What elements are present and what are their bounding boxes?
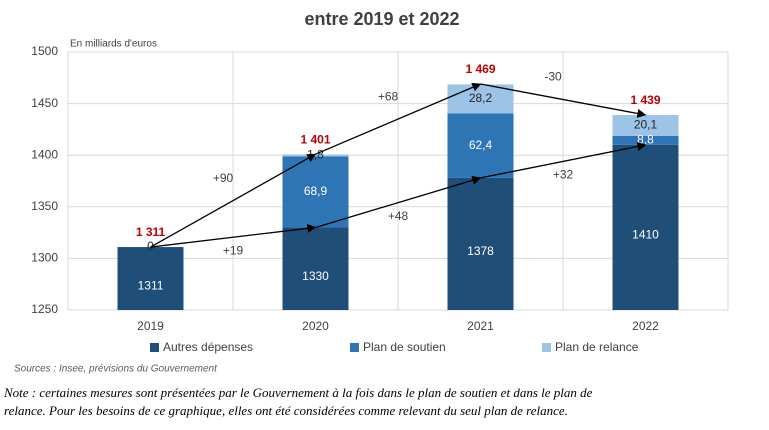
data-label: 1311 bbox=[138, 279, 164, 293]
note-line: Note : certaines mesures sont présentées… bbox=[3, 385, 593, 400]
bar-segment bbox=[447, 177, 514, 310]
y-tick-label: 1400 bbox=[31, 147, 58, 161]
y-tick-label: 1500 bbox=[31, 44, 58, 58]
legend-label: Plan de soutien bbox=[363, 340, 446, 354]
x-tick-label: 2019 bbox=[137, 319, 164, 333]
data-label: 62,4 bbox=[469, 138, 493, 152]
legend-swatch bbox=[150, 343, 159, 352]
y-tick-label: 1350 bbox=[31, 199, 58, 213]
x-tick-label: 2021 bbox=[467, 319, 494, 333]
legend-label: Autres dépenses bbox=[163, 340, 253, 354]
bar-segment bbox=[282, 227, 349, 310]
y-axis-label: En milliards d'euros bbox=[70, 39, 157, 50]
note-line: relance. Pour les besoins de ce graphiqu… bbox=[4, 403, 568, 418]
x-tick-label: 2022 bbox=[632, 319, 659, 333]
y-tick-label: 1250 bbox=[31, 302, 58, 316]
change-label: +48 bbox=[388, 209, 409, 223]
data-label: 1378 bbox=[467, 244, 494, 258]
bar-segment bbox=[612, 144, 679, 310]
data-label: 20,1 bbox=[634, 118, 658, 132]
data-label: 8,8 bbox=[637, 133, 654, 147]
chart-title: entre 2019 et 2022 bbox=[304, 9, 459, 29]
change-arrow bbox=[150, 153, 317, 248]
change-label: +32 bbox=[553, 168, 574, 182]
change-label: +68 bbox=[378, 89, 399, 103]
data-label: 68,9 bbox=[304, 184, 328, 198]
change-label: +19 bbox=[223, 243, 244, 257]
source: Sources : Insee, prévisions du Gouvernem… bbox=[14, 364, 218, 375]
y-tick-label: 1300 bbox=[31, 251, 58, 265]
legend-swatch bbox=[350, 343, 359, 352]
x-tick-label: 2020 bbox=[302, 319, 329, 333]
change-arrow bbox=[480, 142, 647, 179]
legend-label: Plan de relance bbox=[555, 340, 639, 354]
change-label: +90 bbox=[213, 171, 234, 185]
change-arrow bbox=[480, 83, 647, 118]
bar-segment bbox=[612, 115, 679, 136]
y-tick-label: 1450 bbox=[31, 96, 58, 110]
bar-segment bbox=[447, 113, 514, 178]
total-label: 1 401 bbox=[300, 132, 330, 146]
bar-segment bbox=[117, 247, 184, 310]
change-arrow bbox=[315, 83, 482, 155]
change-label: -30 bbox=[544, 70, 562, 84]
bar-segment bbox=[282, 156, 349, 228]
total-label: 1 439 bbox=[630, 93, 660, 107]
data-label: 28,2 bbox=[469, 91, 493, 105]
bar-segment bbox=[612, 135, 679, 145]
change-arrow bbox=[315, 175, 482, 229]
legend-swatch bbox=[542, 343, 551, 352]
change-arrow bbox=[150, 223, 317, 248]
data-label: 1330 bbox=[302, 269, 329, 283]
data-label: 1410 bbox=[632, 228, 659, 242]
total-label: 1 469 bbox=[465, 62, 495, 76]
total-label: 1 311 bbox=[136, 225, 166, 239]
